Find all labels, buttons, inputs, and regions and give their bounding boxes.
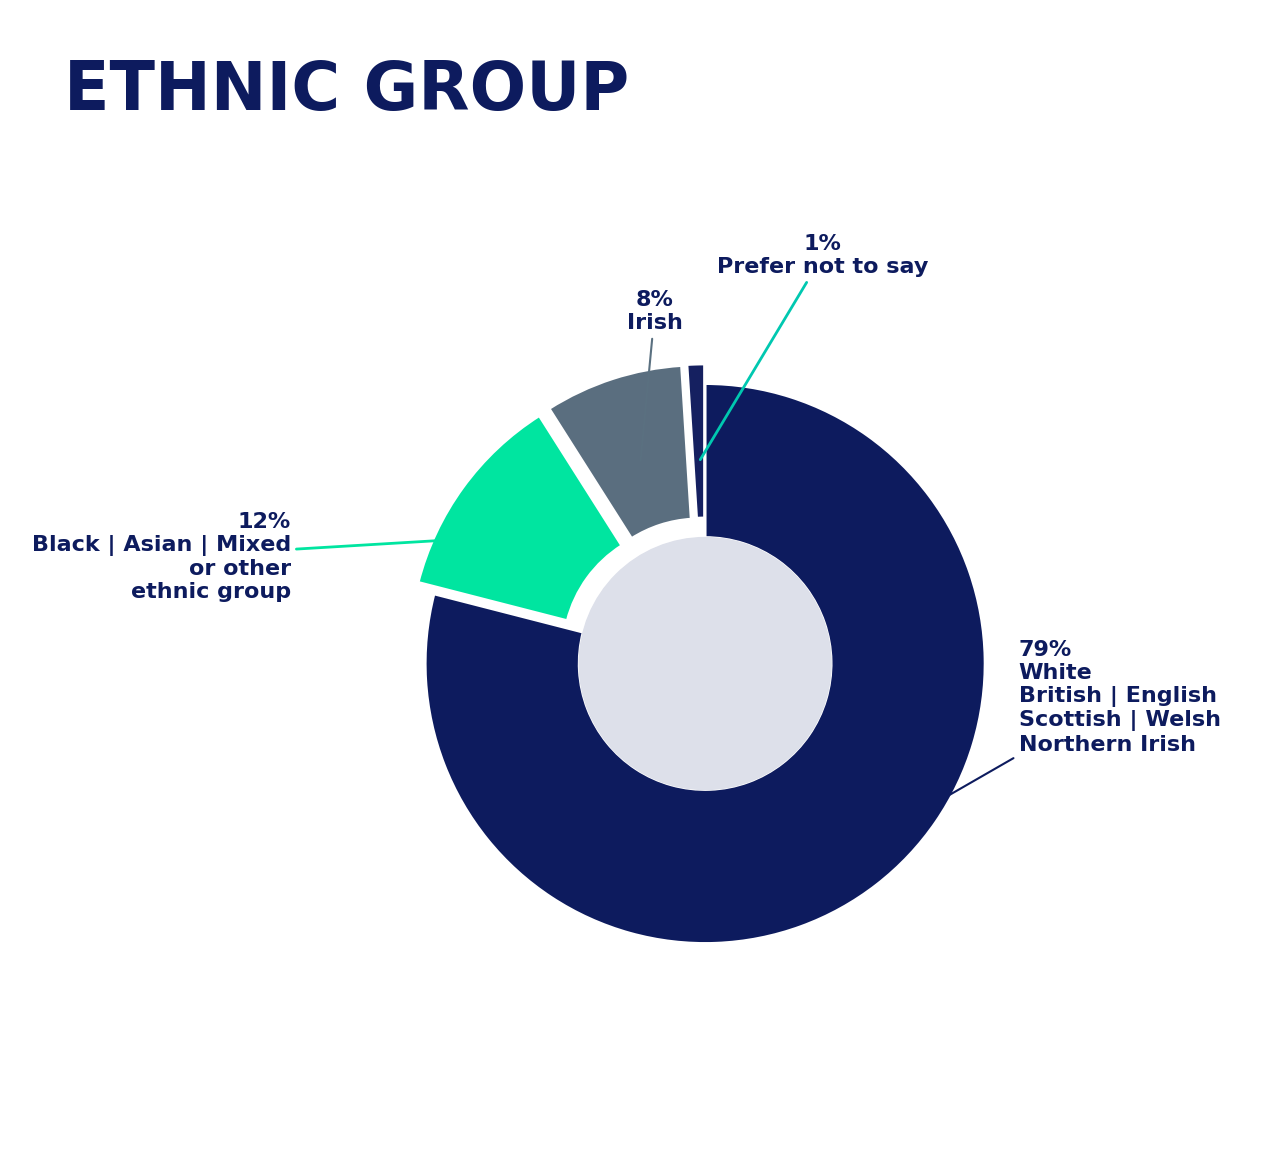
Text: 1%
Prefer not to say: 1% Prefer not to say [700,234,928,459]
Text: 8%
Irish: 8% Irish [627,290,682,462]
Text: ETHNIC GROUP: ETHNIC GROUP [64,58,630,123]
Circle shape [579,538,831,790]
Wedge shape [687,364,704,518]
Wedge shape [419,416,622,620]
Wedge shape [425,383,986,944]
Text: 12%
Black | Asian | Mixed
or other
ethnic group: 12% Black | Asian | Mixed or other ethni… [32,512,526,602]
Text: 79%
White
British | English
Scottish | Welsh
Northern Irish: 79% White British | English Scottish | W… [854,640,1221,851]
Wedge shape [549,366,691,539]
